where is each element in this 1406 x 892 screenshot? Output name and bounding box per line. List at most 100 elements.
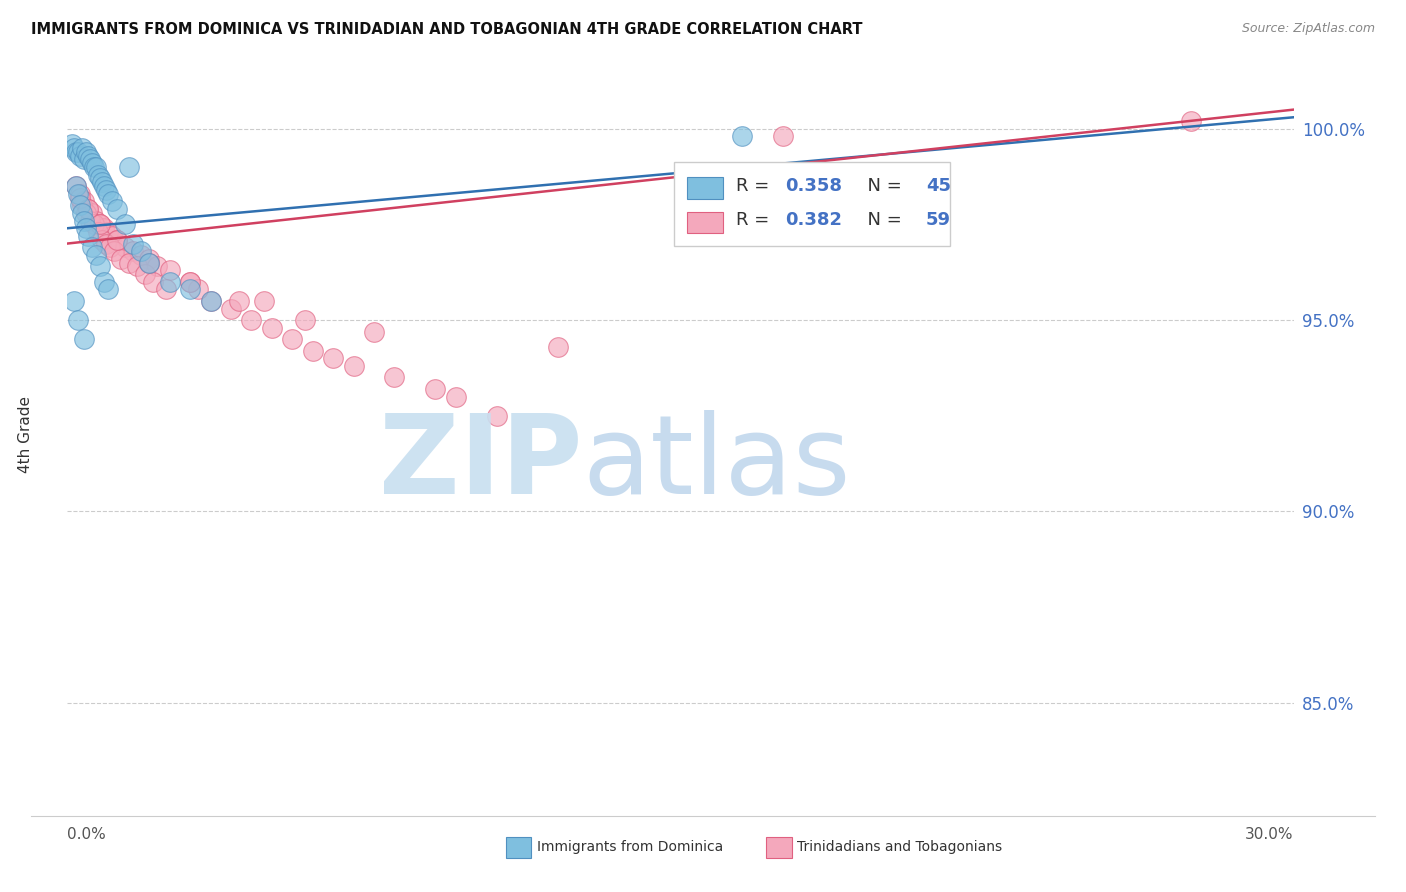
Point (100, 240, 122, 254)
Point (114, 240, 136, 254)
Point (142, 275, 165, 289)
Point (363, 325, 385, 339)
Point (138, 255, 160, 269)
Point (118, 160, 141, 174)
Point (83, 160, 105, 174)
Point (75, 221, 97, 235)
Point (179, 283, 201, 297)
Point (66, 313, 89, 327)
Text: 30.0%: 30.0% (1246, 828, 1294, 842)
Point (322, 351, 344, 366)
Point (122, 236, 145, 251)
Point (101, 194, 124, 209)
Point (69, 198, 91, 212)
Point (96, 236, 118, 251)
Point (77, 202, 100, 216)
Point (93, 179, 115, 194)
Point (84, 160, 107, 174)
Point (294, 313, 316, 327)
Point (125, 260, 148, 274)
Text: 0.358: 0.358 (785, 178, 842, 195)
Point (62, 141, 84, 155)
Point (79, 213, 101, 227)
Point (62, 293, 84, 308)
Point (105, 233, 128, 247)
Text: 0.382: 0.382 (785, 211, 842, 229)
Point (159, 275, 181, 289)
Point (83, 218, 105, 232)
FancyBboxPatch shape (675, 162, 950, 246)
Point (138, 255, 160, 269)
Point (134, 267, 156, 281)
Point (179, 275, 201, 289)
Text: 4th Grade: 4th Grade (18, 396, 34, 474)
Point (138, 252, 160, 266)
Point (93, 221, 115, 235)
Point (342, 359, 364, 373)
Point (80, 240, 103, 254)
Point (70, 198, 93, 212)
Point (1180, 114, 1202, 128)
Point (228, 293, 250, 308)
Point (129, 248, 152, 262)
Point (84, 248, 107, 262)
Point (70, 206, 93, 220)
Point (485, 409, 508, 423)
Point (281, 332, 304, 346)
Point (253, 293, 276, 308)
Point (77, 228, 100, 243)
Point (187, 283, 209, 297)
Point (96, 183, 118, 197)
Point (425, 382, 447, 396)
Point (89, 171, 111, 186)
Point (87, 225, 110, 239)
FancyBboxPatch shape (686, 211, 724, 234)
Point (179, 275, 201, 289)
Point (73, 213, 96, 227)
Point (66, 186, 89, 201)
Point (70, 141, 93, 155)
Text: Trinidadians and Tobagonians: Trinidadians and Tobagonians (797, 840, 1002, 855)
Text: Immigrants from Dominica: Immigrants from Dominica (537, 840, 723, 855)
Point (301, 343, 323, 358)
Point (75, 206, 97, 220)
Point (260, 320, 283, 334)
Point (91, 233, 114, 247)
Point (103, 244, 125, 259)
Point (80, 206, 103, 220)
Point (89, 218, 111, 232)
Point (97, 283, 120, 297)
Point (87, 168, 110, 182)
Text: IMMIGRANTS FROM DOMINICA VS TRINIDADIAN AND TOBAGONIAN 4TH GRADE CORRELATION CHA: IMMIGRANTS FROM DOMINICA VS TRINIDADIAN … (31, 22, 862, 37)
Point (118, 255, 141, 269)
Text: R =: R = (735, 211, 775, 229)
Text: ZIP: ZIP (380, 410, 582, 517)
Point (129, 244, 152, 259)
Text: N =: N = (856, 211, 907, 229)
Point (65, 145, 87, 159)
Point (89, 260, 111, 274)
Point (101, 228, 124, 243)
Point (77, 148, 100, 162)
Point (73, 332, 96, 346)
Point (97, 186, 120, 201)
Point (122, 244, 145, 259)
Point (731, 129, 754, 144)
Point (200, 293, 222, 308)
Point (547, 340, 569, 354)
Point (159, 263, 181, 277)
Point (69, 148, 91, 162)
Point (69, 186, 91, 201)
Text: 45: 45 (925, 178, 950, 195)
Point (65, 179, 87, 194)
Point (114, 218, 136, 232)
Point (60, 137, 83, 152)
FancyBboxPatch shape (686, 178, 724, 199)
Text: N =: N = (856, 178, 907, 195)
Point (89, 218, 111, 232)
Point (77, 202, 100, 216)
Point (80, 156, 103, 170)
Point (219, 301, 242, 316)
Text: R =: R = (735, 178, 775, 195)
Point (105, 202, 128, 216)
